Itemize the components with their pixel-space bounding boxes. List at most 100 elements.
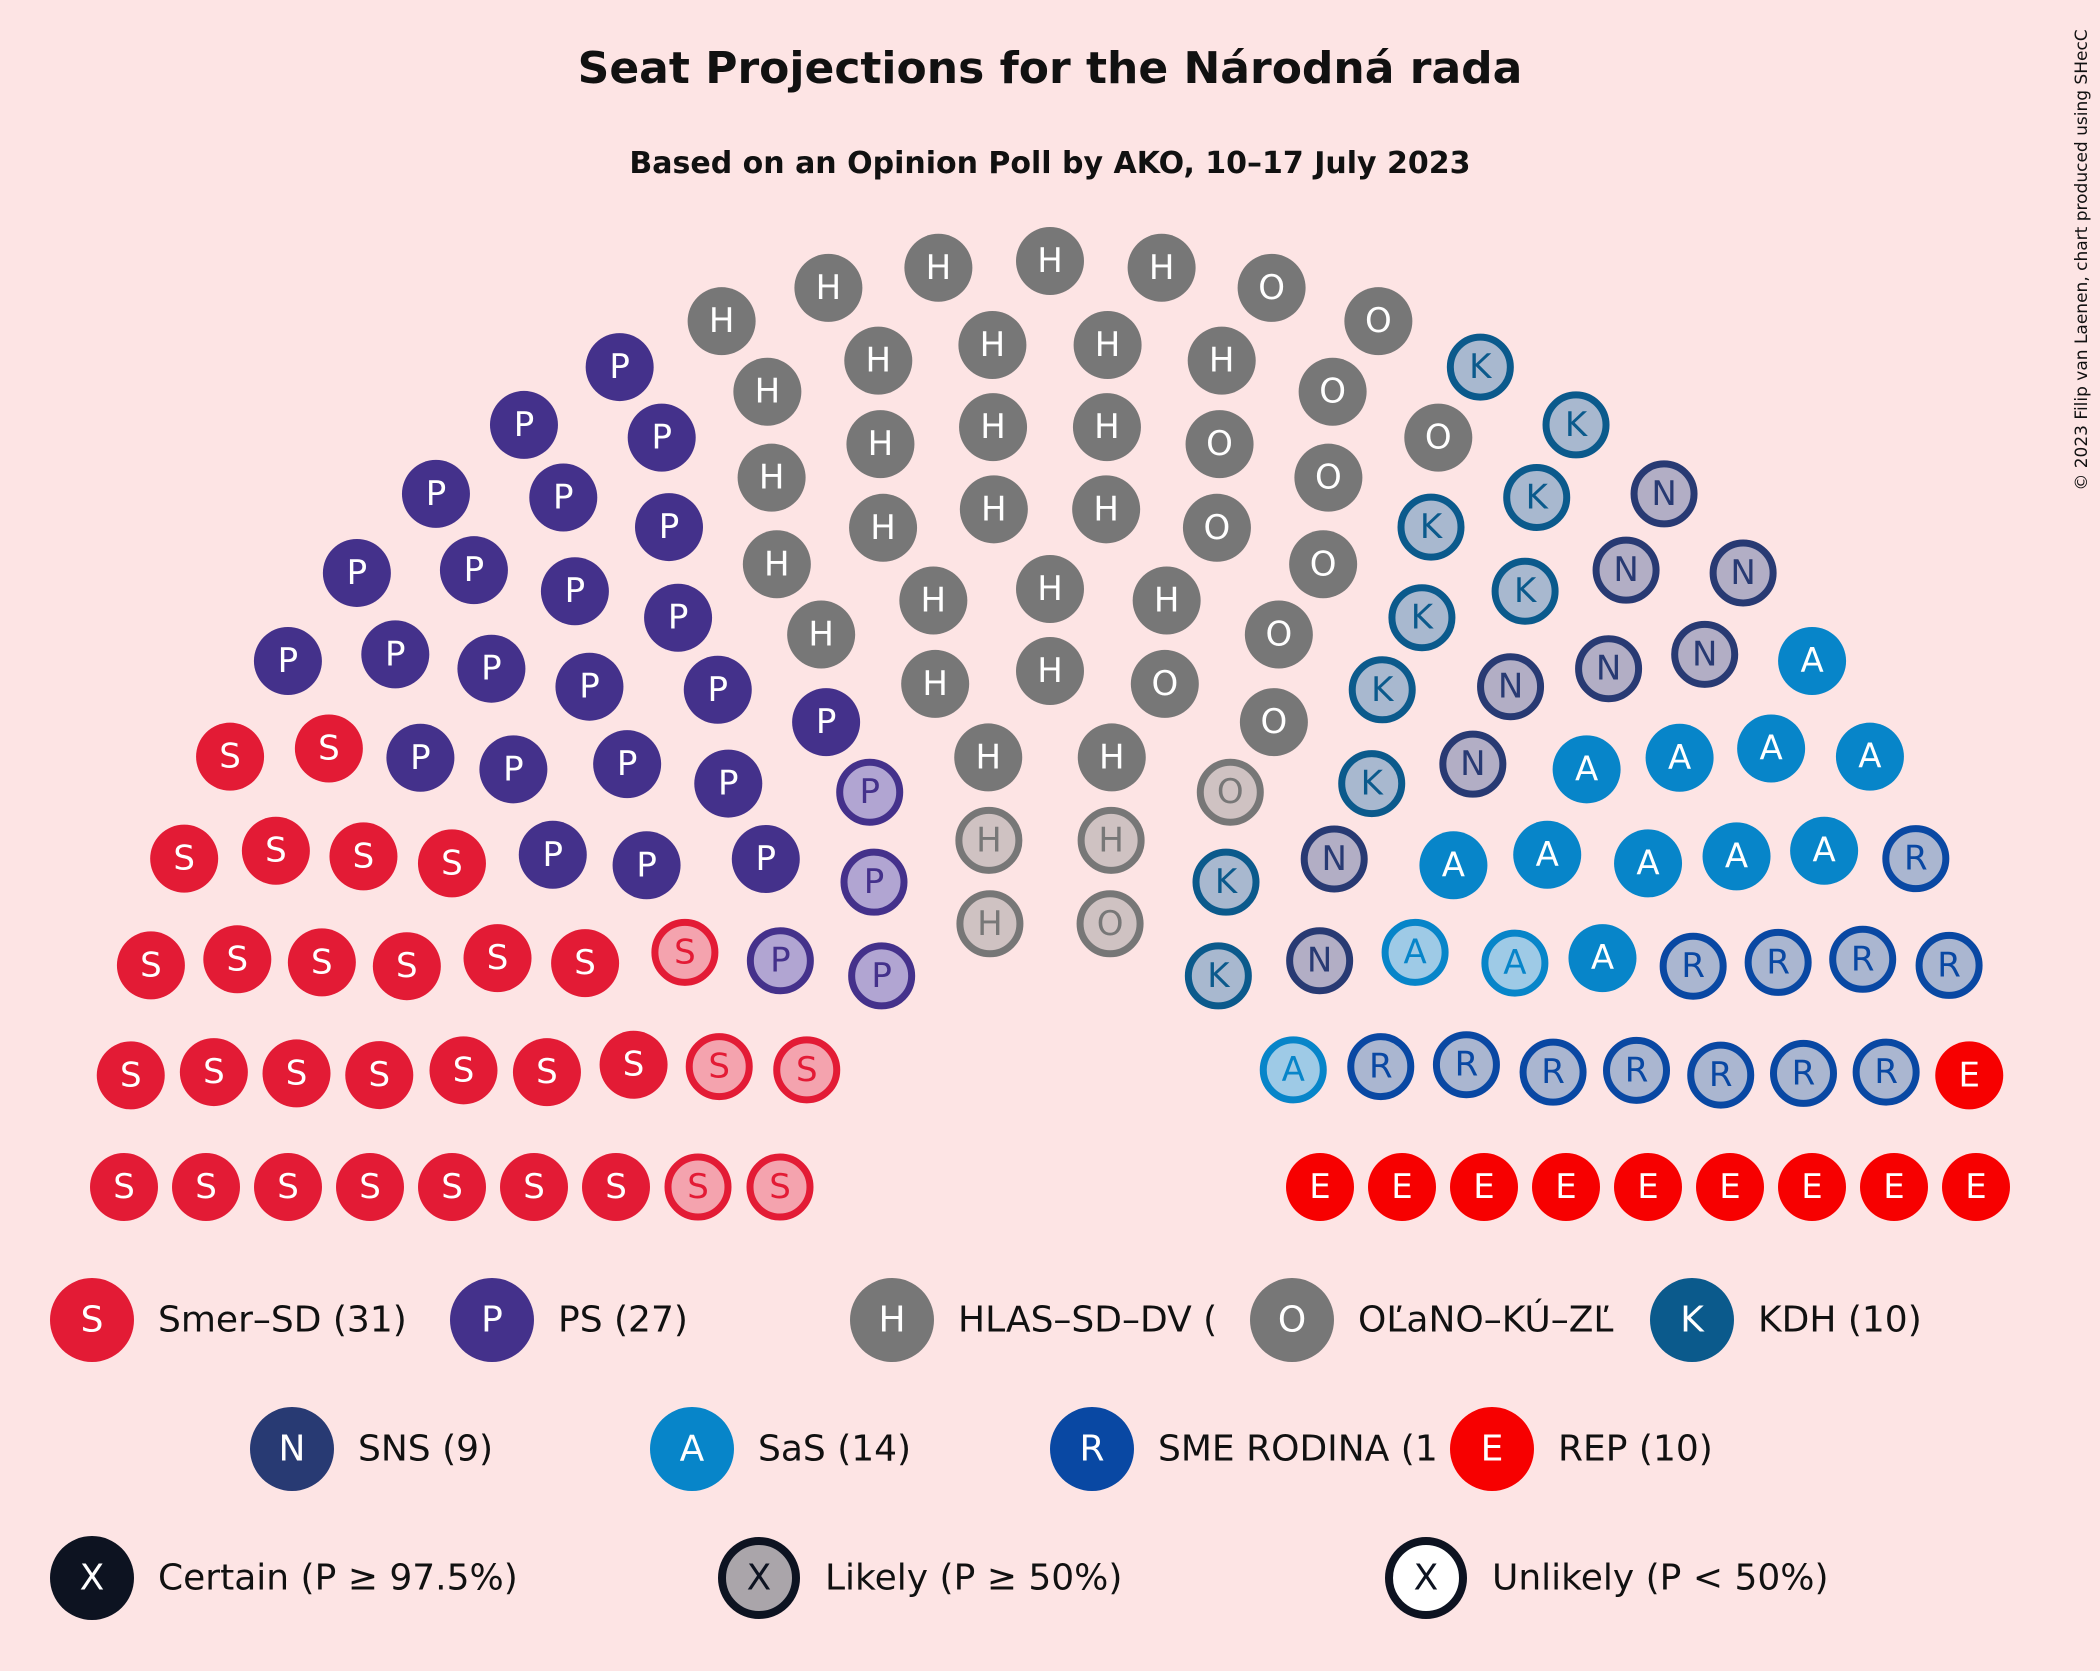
seat-circle	[1477, 653, 1545, 721]
seat-circle	[1687, 1041, 1755, 1109]
seat-P: P	[683, 655, 752, 724]
seat-circle	[1072, 393, 1141, 462]
seat-S: S	[512, 1038, 581, 1107]
seat-circle	[1294, 443, 1363, 512]
seat-P: P	[585, 333, 654, 402]
seat-circle	[150, 824, 219, 893]
seat-circle	[1630, 460, 1698, 528]
seat-circle	[635, 493, 703, 562]
legend-item-P: PS (27) P	[450, 1278, 688, 1362]
legend-label: SNS (9)	[358, 1429, 493, 1470]
seat-O: O	[1196, 758, 1264, 826]
seat-letter: R	[1766, 942, 1790, 982]
seat-letter: P	[543, 835, 564, 875]
seat-letter: A	[1800, 641, 1823, 681]
legend-swatch	[1250, 1278, 1334, 1362]
seat-circle	[694, 749, 763, 818]
seat-P: P	[529, 463, 598, 532]
seat-letter: H	[816, 268, 842, 308]
seat-N: N	[1709, 539, 1777, 607]
seat-H: H	[1072, 475, 1141, 544]
seat-circle	[1300, 825, 1368, 893]
seat-circle	[1513, 820, 1582, 889]
seat-letter: O	[1319, 372, 1346, 412]
seat-circle	[1187, 326, 1256, 395]
seat-letter: O	[1315, 458, 1342, 498]
seat-R: R	[1744, 928, 1812, 996]
seat-letter: P	[553, 477, 574, 517]
seat-circle	[1778, 1153, 1846, 1221]
legend-letter: E	[1481, 1429, 1504, 1470]
seat-S: S	[463, 924, 532, 993]
seat-circle	[1671, 620, 1739, 688]
seat-circle	[254, 1153, 322, 1221]
seat-letter: A	[1759, 728, 1782, 768]
seat-circle	[1388, 584, 1456, 652]
seat-circle	[555, 652, 624, 721]
seat-letter: P	[659, 507, 680, 547]
seat-S: S	[172, 1153, 240, 1221]
seat-P: P	[627, 403, 696, 472]
seat-O: O	[1289, 530, 1358, 599]
seat-circle	[1016, 555, 1084, 623]
seat-letter: A	[1591, 938, 1614, 978]
seat-letter: K	[1565, 405, 1589, 445]
seat-circle	[1077, 723, 1146, 792]
seat-letter: H	[1037, 569, 1063, 609]
certainty-legend: X Certain (P ≥ 97.5%) X Likely (P ≥ 50%) X Un…	[50, 1536, 1829, 1620]
seat-circle	[644, 583, 713, 652]
legend-label: PS (27)	[558, 1300, 688, 1341]
seat-circle	[518, 820, 587, 889]
seat-S: S	[651, 918, 719, 986]
seat-S: S	[90, 1153, 158, 1221]
seat-K: K	[1192, 848, 1260, 916]
certainty-label: Likely (P ≥ 50%)	[825, 1558, 1122, 1599]
seat-letter: P	[426, 474, 447, 514]
seat-letter: H	[1094, 407, 1120, 447]
seat-circle	[439, 536, 508, 605]
seat-R: R	[1829, 925, 1897, 993]
seat-circle	[287, 928, 356, 997]
seat-letter: H	[764, 544, 790, 584]
seat-letter: E	[1391, 1167, 1412, 1207]
seat-K: K	[1503, 463, 1571, 531]
seat-letter: H	[926, 248, 952, 288]
seat-A: A	[1778, 626, 1847, 695]
legend-letter: A	[680, 1429, 705, 1470]
seat-letter: E	[1473, 1167, 1494, 1207]
seat-P: P	[386, 723, 455, 792]
seat-circle	[241, 816, 310, 885]
seat-letter: R	[1369, 1047, 1393, 1087]
seat-letter: O	[1217, 772, 1244, 812]
seat-E: E	[1532, 1153, 1600, 1221]
seat-K: K	[1388, 584, 1456, 652]
seat-circle	[179, 1038, 248, 1107]
seat-letter: H	[1037, 651, 1063, 691]
seat-letter: N	[1651, 474, 1676, 514]
certainty-letter: X	[80, 1558, 105, 1599]
seat-circle	[1439, 730, 1507, 798]
seat-circle	[787, 600, 856, 669]
seat-N: N	[1630, 460, 1698, 528]
seat-circle	[1568, 924, 1637, 993]
seat-S: S	[196, 722, 265, 791]
seat-circle	[1882, 825, 1950, 893]
seat-circle	[1575, 635, 1643, 703]
seat-letter: A	[1536, 835, 1559, 875]
seat-letter: S	[536, 1052, 558, 1092]
legend-item-N: SNS (9) N	[250, 1407, 493, 1491]
seat-R: R	[1852, 1038, 1920, 1106]
legend-item-K: KDH (10) K	[1650, 1278, 1922, 1362]
seat-S: S	[254, 1153, 322, 1221]
legend-letter: H	[878, 1300, 905, 1341]
seat-letter: E	[1719, 1167, 1740, 1207]
seat-S: S	[429, 1036, 498, 1105]
legend-item-A: SaS (14) A	[650, 1407, 911, 1491]
seat-K: K	[1184, 942, 1252, 1010]
seat-circle	[1344, 287, 1413, 356]
seat-R: R	[1882, 825, 1950, 893]
seat-A: A	[1614, 829, 1683, 898]
seat-letter: H	[1149, 248, 1175, 288]
seat-H: H	[958, 310, 1027, 379]
seat-circle	[899, 566, 968, 635]
